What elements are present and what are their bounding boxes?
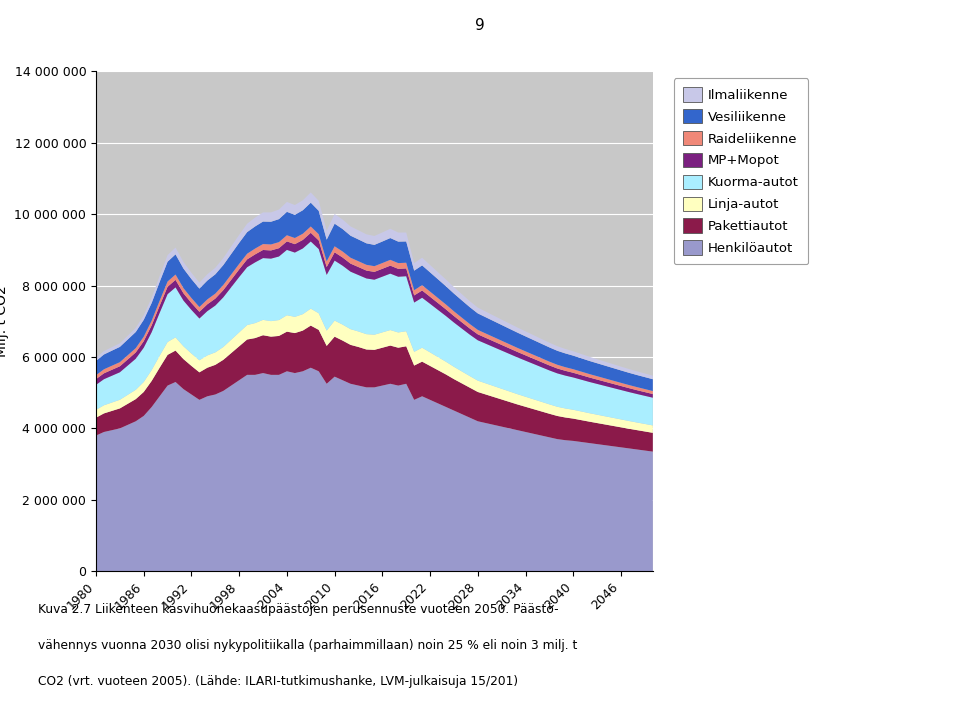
Text: Kuva 2.7 Liikenteen kasvihuonekaasupäästöjen perusennuste vuoteen 2050. Päästö-: Kuva 2.7 Liikenteen kasvihuonekaasupääst…	[38, 603, 559, 616]
Text: CO2 (vrt. vuoteen 2005). (Lähde: ILARI-tutkimushanke, LVM-julkaisuja 15/201): CO2 (vrt. vuoteen 2005). (Lähde: ILARI-t…	[38, 675, 518, 688]
Text: vähennys vuonna 2030 olisi nykypolitiikalla (parhaimmillaan) noin 25 % eli noin : vähennys vuonna 2030 olisi nykypolitiika…	[38, 639, 578, 652]
Legend: Ilmaliikenne, Vesiliikenne, Raideliikenne, MP+Mopot, Kuorma-autot, Linja-autot, : Ilmaliikenne, Vesiliikenne, Raideliikenn…	[674, 78, 808, 264]
Y-axis label: Milj. t CO2: Milj. t CO2	[0, 286, 9, 357]
Text: 9: 9	[475, 18, 485, 33]
